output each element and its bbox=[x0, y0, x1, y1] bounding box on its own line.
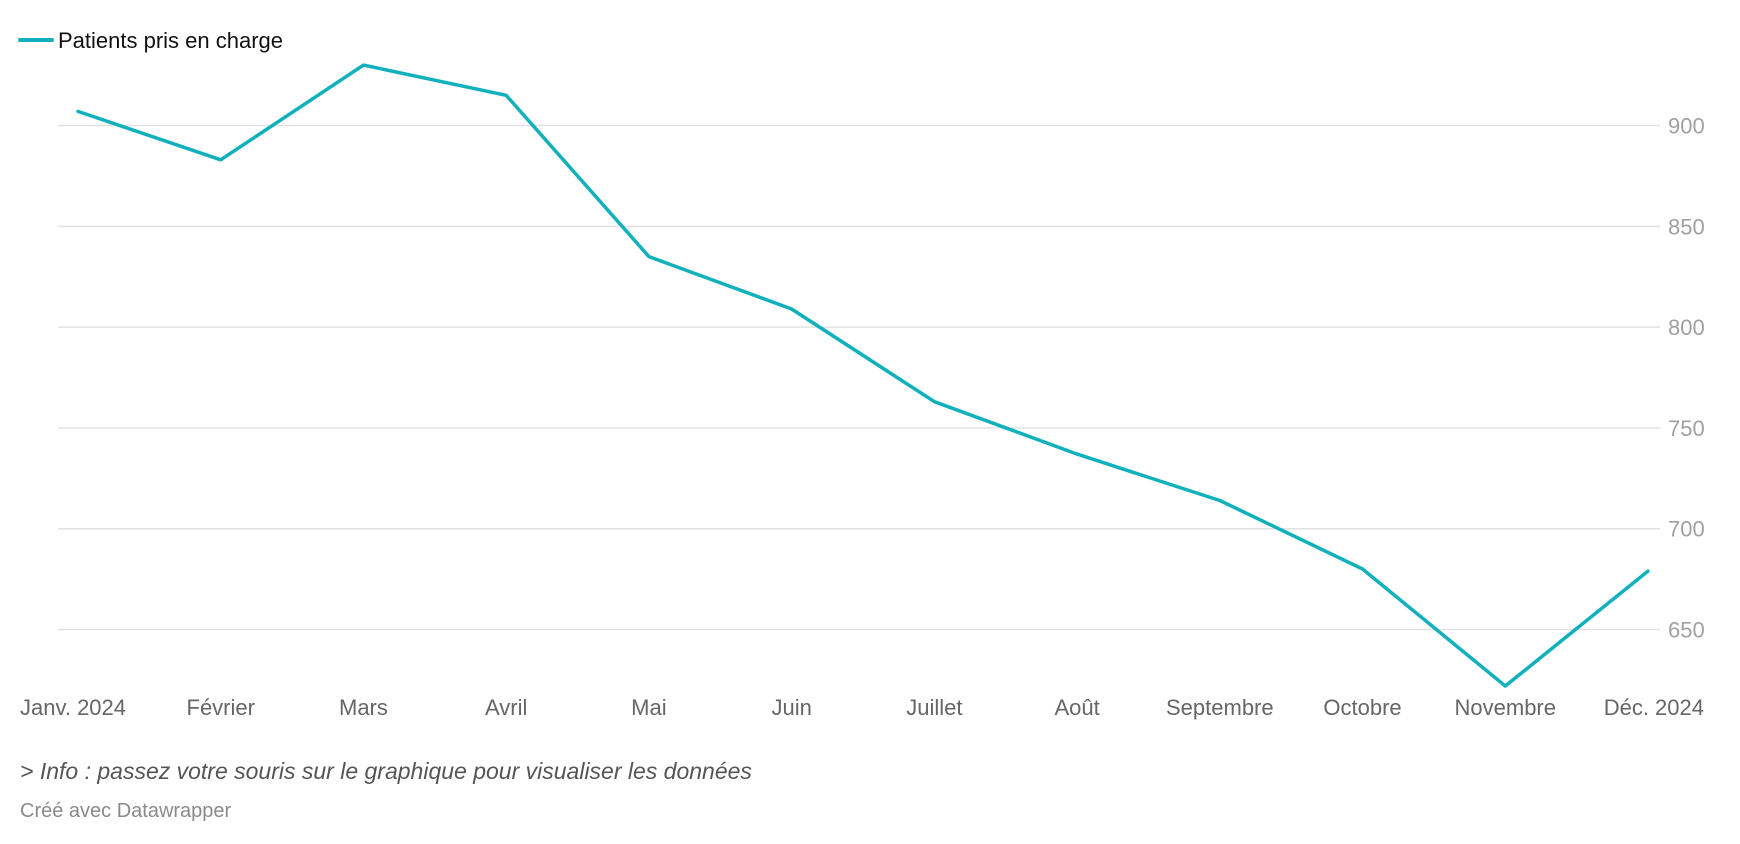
x-tick-label: Mars bbox=[339, 695, 388, 720]
data-point[interactable] bbox=[71, 104, 85, 118]
line-chart[interactable]: 650 700 750 800 850 900 Janv. 2024 Février Mars… bbox=[0, 0, 1740, 750]
x-tick-label: Mai bbox=[631, 695, 666, 720]
data-point[interactable] bbox=[1070, 447, 1084, 461]
x-axis-ticks: Janv. 2024 Février Mars Avril Mai Juin Juillet… bbox=[20, 695, 1704, 720]
y-tick-label: 750 bbox=[1668, 416, 1705, 441]
x-tick-label: Juin bbox=[771, 695, 811, 720]
series-layer[interactable] bbox=[71, 58, 1655, 693]
gridlines bbox=[58, 124, 1660, 631]
series-line[interactable] bbox=[76, 63, 1650, 688]
x-tick-label: Septembre bbox=[1166, 695, 1274, 720]
data-point[interactable] bbox=[642, 250, 656, 264]
x-tick-label: Août bbox=[1054, 695, 1099, 720]
y-tick-label: 800 bbox=[1668, 315, 1705, 340]
data-point[interactable] bbox=[356, 58, 370, 72]
x-tick-label: Avril bbox=[485, 695, 527, 720]
x-tick-label: Déc. 2024 bbox=[1604, 695, 1704, 720]
data-point[interactable] bbox=[1213, 494, 1227, 508]
data-point[interactable] bbox=[1498, 679, 1512, 693]
data-point[interactable] bbox=[1356, 562, 1370, 576]
legend-label: Patients pris en charge bbox=[58, 28, 283, 53]
y-tick-label: 900 bbox=[1668, 114, 1705, 139]
x-tick-label: Juillet bbox=[906, 695, 962, 720]
y-tick-label: 700 bbox=[1668, 517, 1705, 542]
data-point[interactable] bbox=[785, 302, 799, 316]
legend: Patients pris en charge bbox=[18, 28, 283, 53]
y-tick-label: 850 bbox=[1668, 214, 1705, 239]
credit-text: Créé avec Datawrapper bbox=[20, 800, 232, 822]
y-tick-label: 650 bbox=[1668, 618, 1705, 643]
x-tick-label: Février bbox=[187, 695, 255, 720]
data-point[interactable] bbox=[214, 153, 228, 167]
info-footnote: > Info : passez votre souris sur le grap… bbox=[20, 758, 752, 784]
x-tick-label: Janv. 2024 bbox=[20, 695, 126, 720]
x-tick-label: Octobre bbox=[1323, 695, 1401, 720]
y-axis-ticks: 650 700 750 800 850 900 bbox=[1668, 114, 1705, 643]
data-point[interactable] bbox=[499, 88, 513, 102]
data-point[interactable] bbox=[1641, 564, 1655, 578]
data-point[interactable] bbox=[927, 395, 941, 409]
x-tick-label: Novembre bbox=[1455, 695, 1556, 720]
